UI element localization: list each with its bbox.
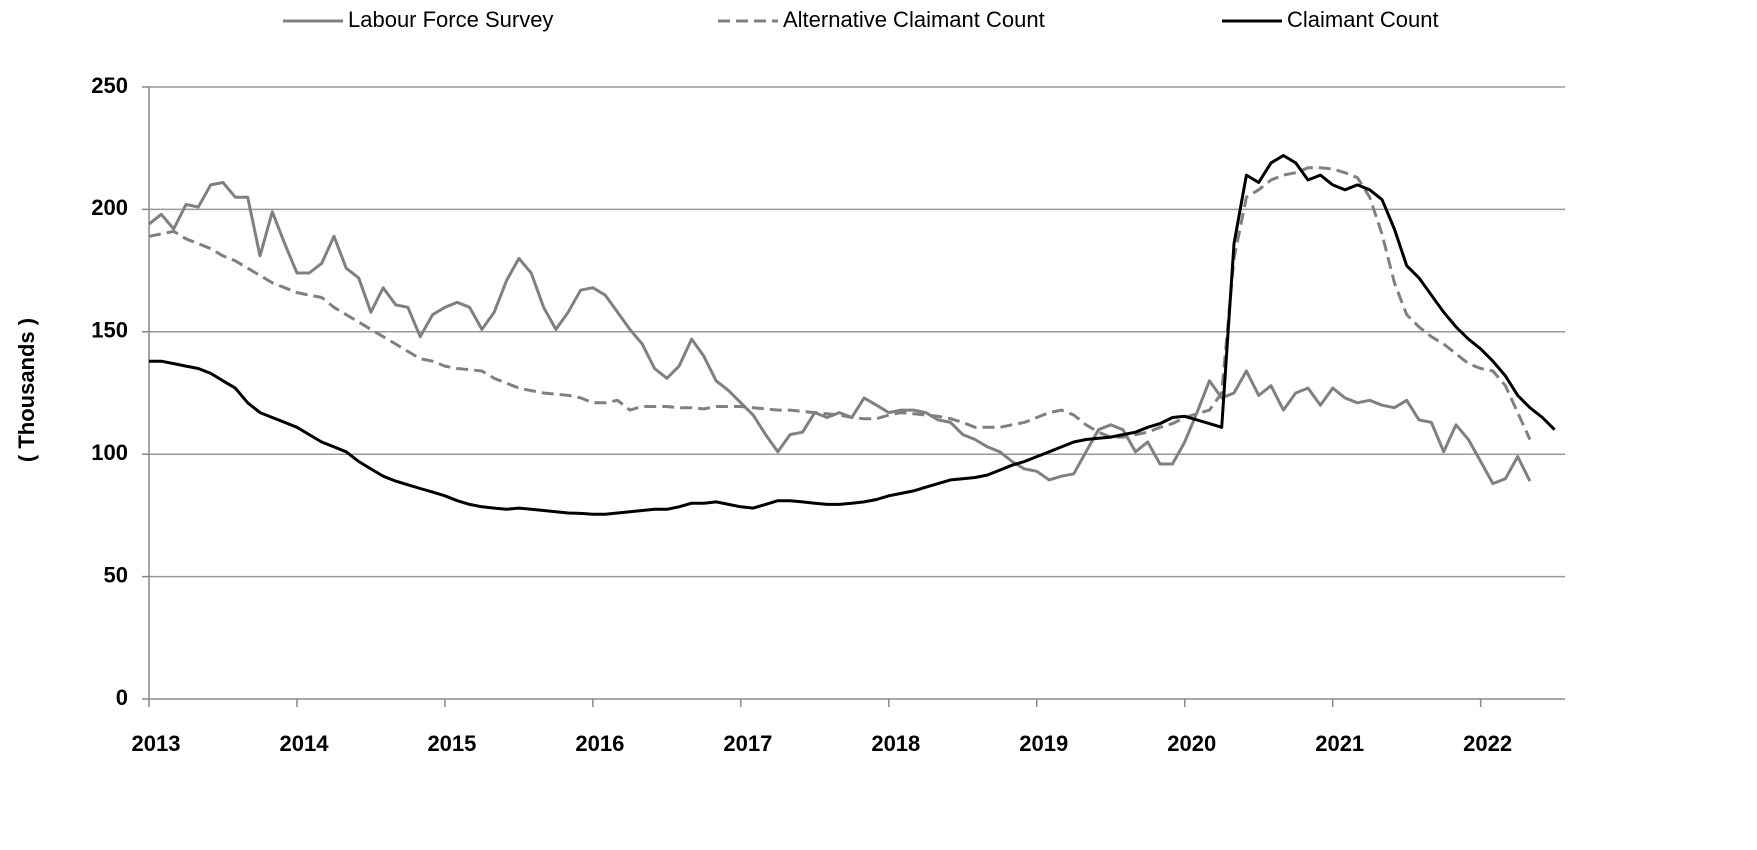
x-tick-label: 2020	[1167, 731, 1216, 756]
series-line	[148, 181, 1532, 486]
x-tick-label: 2022	[1463, 731, 1512, 756]
x-tick-label: 2018	[871, 731, 920, 756]
x-tick-label: 2013	[132, 731, 181, 756]
y-axis-label: ( Thousands )	[14, 318, 39, 462]
x-tick-label: 2021	[1315, 731, 1364, 756]
x-tick-label: 2016	[575, 731, 624, 756]
y-tick-label: 50	[104, 562, 128, 587]
y-tick-label: 250	[91, 73, 128, 98]
y-tick-label: 100	[91, 440, 128, 465]
legend-label: Alternative Claimant Count	[783, 7, 1045, 32]
x-tick-label: 2019	[1019, 731, 1068, 756]
series-line	[148, 166, 1532, 441]
legend-label: Labour Force Survey	[348, 7, 553, 32]
series-line	[149, 154, 1556, 516]
x-tick-label: 2014	[279, 731, 329, 756]
y-tick-label: 150	[91, 318, 128, 343]
y-tick-label: 200	[91, 195, 128, 220]
y-tick-label: 0	[116, 685, 128, 710]
legend-label: Claimant Count	[1287, 7, 1439, 32]
x-tick-label: 2017	[723, 731, 772, 756]
x-tick-label: 2015	[427, 731, 476, 756]
